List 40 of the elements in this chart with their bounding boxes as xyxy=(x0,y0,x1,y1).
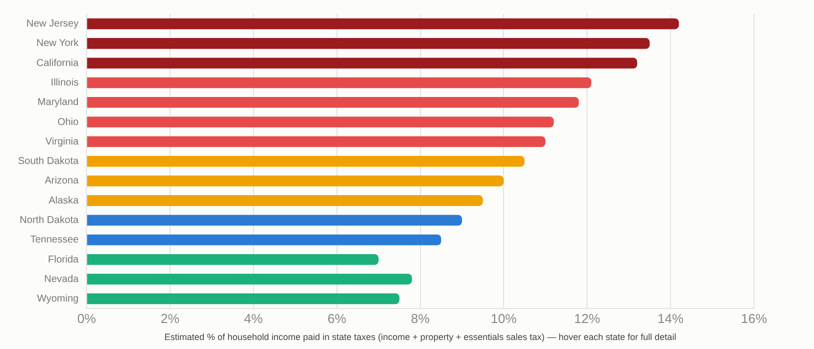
bar xyxy=(87,77,592,88)
bar xyxy=(87,58,638,68)
y-tick-label: Arizona xyxy=(44,176,80,187)
bar xyxy=(87,234,442,246)
y-tick-label: New York xyxy=(36,38,80,50)
x-tick-label: 8% xyxy=(410,310,430,326)
y-tick-label: Alaska xyxy=(48,195,80,206)
x-tick-label: 12% xyxy=(574,310,601,326)
y-tick-label: Florida xyxy=(48,254,80,266)
bar xyxy=(87,116,554,128)
x-tick-label: 16% xyxy=(740,310,768,326)
y-tick-label: Ohio xyxy=(57,116,80,128)
y-tick-label: Illinois xyxy=(50,77,79,88)
bar xyxy=(87,274,412,285)
y-tick-label: New Jersey xyxy=(26,18,79,30)
y-tick-label: Nevada xyxy=(44,274,80,285)
y-tick-label: North Dakota xyxy=(20,214,80,226)
bar xyxy=(87,96,579,108)
bar xyxy=(87,195,483,206)
y-tick-label: Maryland xyxy=(37,97,79,108)
x-tick-label: 4% xyxy=(244,310,264,326)
bar xyxy=(87,136,546,148)
y-tick-label: Tennessee xyxy=(30,234,80,246)
x-tick-label: 10% xyxy=(490,310,518,326)
y-tick-label: South Dakota xyxy=(18,156,80,168)
x-tick-label: 0% xyxy=(77,310,96,326)
x-axis-title: Estimated % of household income paid in state taxes (income + property + essentials sales tax) — hover each state for full detail xyxy=(164,332,676,342)
bar xyxy=(87,38,650,49)
bar xyxy=(87,176,504,186)
y-tick-label: Wyoming xyxy=(37,294,79,305)
bar xyxy=(87,293,400,304)
y-tick-label: California xyxy=(36,58,80,69)
bar xyxy=(87,254,379,265)
bar xyxy=(87,214,462,226)
x-tick-label: 2% xyxy=(160,310,180,326)
bar xyxy=(87,156,525,167)
y-tick-label: Virginia xyxy=(45,136,80,148)
x-tick-label: 6% xyxy=(327,310,347,326)
x-tick-label: 14% xyxy=(658,310,684,326)
bar xyxy=(87,18,679,30)
